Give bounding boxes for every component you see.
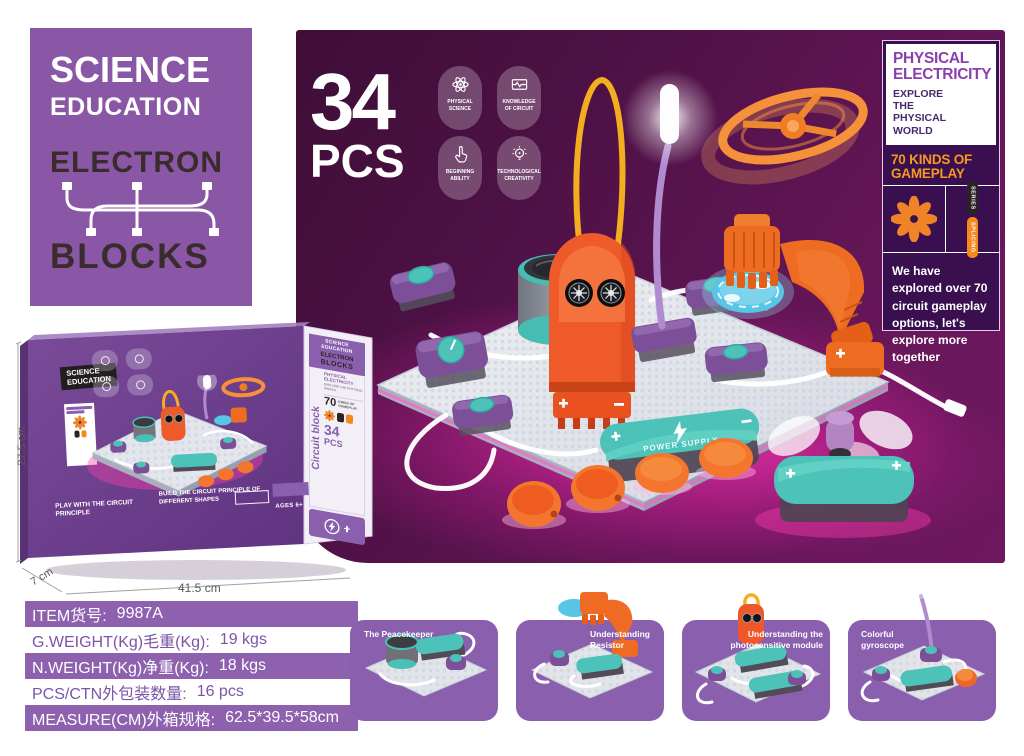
sidebar-title-line2: ELECTRICITY — [893, 65, 992, 83]
fan-module — [755, 410, 931, 538]
feature-physical-science: PHYSICAL SCIENCE — [438, 66, 482, 130]
spec-row-pcs-ctn: PCS/CTN外包装数量: 16 pcs — [25, 679, 358, 705]
hand-icon — [454, 146, 467, 163]
dimension-width: 41.5 cm — [178, 581, 221, 595]
panel-body: Circuit block PHYSICAL ELECTRICITY EXPLO… — [309, 367, 365, 517]
brand-card: SCIENCE EDUCATION ELECTRON BLOCKS — [30, 28, 252, 306]
feature-label: PHYSICAL SCIENCE — [447, 99, 473, 112]
gallery-caption: Understanding the photosensitive module — [730, 629, 823, 651]
feature-label: KNOWLEDGE OF CIRCUIT — [502, 99, 536, 112]
spec-row-measure: MEASURE(CM)外箱规格: 62.5*39.5*58cm — [25, 705, 358, 731]
led-lamp-module — [622, 70, 718, 363]
package-box-mockup: SCIENCE EDUCATION — [16, 308, 386, 608]
flower-cell — [883, 186, 946, 253]
gallery-card-peacekeeper: The Peacekeeper — [350, 620, 498, 721]
spec-row-net-weight: N.WEIGHT(Kg)净重(Kg): 18 kgs — [25, 653, 358, 679]
piece-count-unit: PCS — [310, 135, 405, 187]
feature-label: BEGINNING ABILITY — [445, 169, 475, 182]
splicing-chip — [346, 414, 353, 425]
spec-label: MEASURE(CM)外箱规格: — [32, 712, 216, 729]
flower-row: SERIES SPLICING — [883, 181, 999, 258]
spec-value: 18 kgs — [218, 657, 267, 674]
box-side-panel: SCIENCE EDUCATION ELECTRON BLOCKS Circui… — [306, 330, 368, 549]
flying-propeller — [701, 87, 868, 185]
gallery-scene — [860, 569, 986, 703]
gallery-scene — [694, 593, 822, 705]
spec-value: 16 pcs — [196, 683, 244, 700]
flower-icon — [324, 410, 335, 423]
gallery-scene — [530, 592, 654, 699]
hero-image: POWER SUPPLY — [296, 30, 1005, 563]
spec-label: N.WEIGHT(Kg)净重(Kg): — [32, 660, 209, 677]
hero-scene: POWER SUPPLY — [296, 70, 1005, 563]
orange-caps — [502, 438, 756, 529]
panel-kinds: KINDS OF GAMEPLAY — [338, 399, 358, 411]
atom-icon — [451, 77, 469, 92]
sidebar-title-line1: PHYSICAL — [893, 50, 969, 67]
hero-sidebar: PHYSICAL ELECTRICITY EXPLORE THE PHYSICA… — [882, 40, 1000, 364]
brand-title-science: SCIENCE — [50, 49, 211, 90]
plus-icon — [344, 525, 350, 532]
feature-beginning-ability: BEGINNING ABILITY — [438, 136, 482, 200]
brand-title-blocks: BLOCKS — [50, 237, 210, 276]
box-mini-scene — [87, 371, 268, 497]
lightning-bolt-icon — [324, 517, 340, 536]
spec-table: ITEM货号: 9987A G.WEIGHT(Kg)毛重(Kg): 19 kgs… — [25, 601, 358, 731]
box-ages-label: AGES 6+ — [275, 502, 304, 510]
sidebar-title-card: PHYSICAL ELECTRICITY EXPLORE THE PHYSICA… — [886, 44, 996, 146]
splicing-badge: SPLICING — [967, 216, 978, 258]
brand-title-electron: ELECTRON — [50, 146, 223, 179]
bulb-icon — [511, 146, 527, 160]
gallery-caption: Colorful gyroscope — [861, 629, 904, 651]
feature-knowledge-of-circuit: KNOWLEDGE OF CIRCUIT — [497, 66, 541, 130]
wheel-eye-left — [565, 279, 593, 307]
spec-label: PCS/CTN外包装数量: — [32, 686, 187, 703]
spec-value: 9987A — [116, 605, 163, 622]
circuit-icon — [511, 79, 527, 90]
sidebar-body-text: We have explored over 70 circuit gamepla… — [892, 264, 988, 364]
box-purple-chip — [272, 482, 309, 497]
box-barcode-area — [234, 490, 270, 505]
spec-row-gross-weight: G.WEIGHT(Kg)毛重(Kg): 19 kgs — [25, 627, 358, 653]
gallery-card-resistor: Understanding Resistor — [516, 592, 664, 721]
spec-value: 19 kgs — [219, 631, 267, 648]
spec-value: 62.5*39.5*58cm — [225, 709, 339, 726]
badge-cell: SERIES SPLICING — [946, 181, 999, 258]
gallery-caption: The Peacekeeper — [364, 629, 434, 639]
panel-vertical-label: Circuit block — [310, 404, 322, 471]
sidebar-subtitle: EXPLORE THE PHYSICAL WORLD — [893, 87, 946, 137]
gallery-card-gyroscope: Colorful gyroscope — [848, 569, 996, 721]
feature-technological-creativity: TECHNOLOGICAL CREATIVITY — [497, 136, 541, 200]
gallery-caption: Understanding Resistor — [590, 629, 650, 651]
piece-count-number: 34 — [310, 57, 396, 146]
box-caption-left: PLAY WITH THE CIRCUIT PRINCIPLE — [54, 498, 134, 519]
feature-label: TECHNOLOGICAL CREATIVITY — [497, 169, 541, 182]
series-badge: SERIES — [967, 181, 978, 215]
feature-badges: PHYSICAL SCIENCE KNOWLEDGE OF CIRCUIT BE… — [438, 66, 541, 200]
panel-seventy: 70 — [324, 394, 337, 409]
orange-robot-module — [549, 76, 636, 429]
spec-row-item-no: ITEM货号: 9987A — [25, 601, 358, 627]
gallery-scene — [364, 631, 488, 697]
piece-count: 34 PCS — [310, 57, 405, 187]
series-chip — [337, 412, 344, 424]
dimension-height: 27.5 cm — [16, 426, 28, 466]
panel-column: PHYSICAL ELECTRICITY EXPLORE THE PHYSICA… — [322, 370, 364, 515]
wires-graphic — [62, 182, 219, 236]
gallery-card-photosensitive: Understanding the photosensitive module — [682, 593, 830, 721]
example-gallery: The Peacekeeper Understand — [350, 569, 996, 721]
spec-label: ITEM货号: — [32, 608, 107, 625]
spec-label: G.WEIGHT(Kg)毛重(Kg): — [32, 634, 210, 651]
robot-arm-module — [702, 214, 884, 377]
brand-title-education: EDUCATION — [50, 93, 202, 121]
flower-icon — [891, 196, 937, 242]
wheel-eye-right — [597, 279, 625, 307]
gameplay-banner: 70 KINDS OF GAMEPLAY — [891, 152, 973, 182]
box-front-face: SCIENCE EDUCATION — [28, 312, 315, 544]
